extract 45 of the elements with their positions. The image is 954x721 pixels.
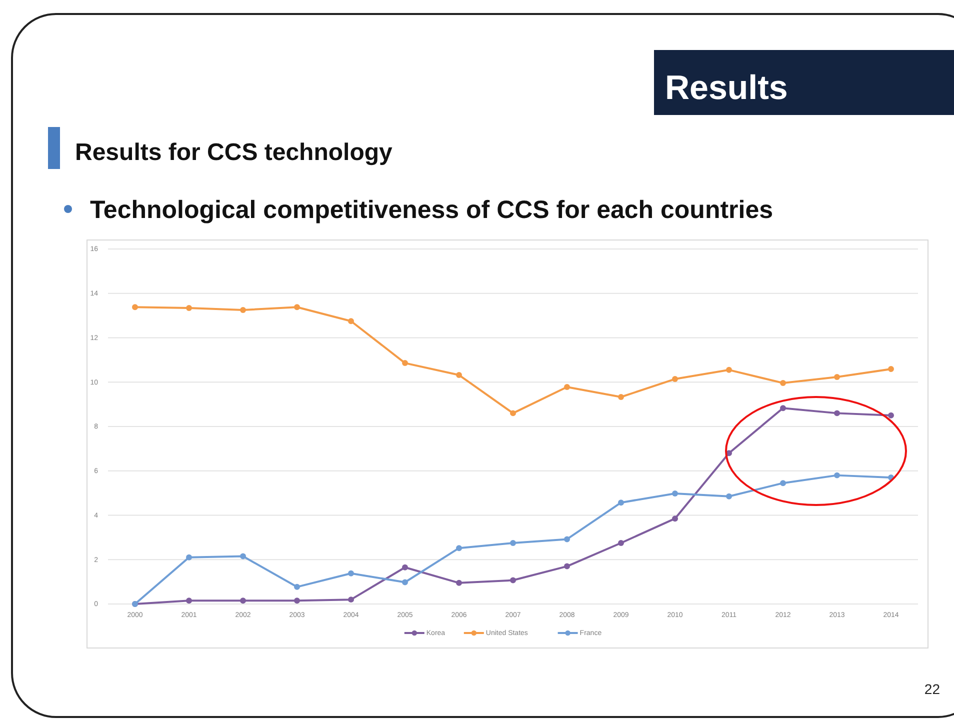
point (780, 380, 786, 386)
point (456, 580, 462, 586)
point (888, 366, 894, 372)
point (294, 598, 300, 604)
point (834, 374, 840, 380)
point (510, 577, 516, 584)
point (726, 493, 732, 500)
point (348, 596, 354, 603)
point (240, 307, 246, 313)
point (888, 412, 894, 418)
point (780, 480, 786, 486)
point (672, 376, 678, 382)
point (402, 360, 408, 366)
point (240, 553, 246, 560)
point (564, 536, 570, 542)
text: 22 (924, 681, 940, 697)
point (402, 579, 408, 586)
point (726, 366, 732, 373)
point (402, 564, 408, 570)
point (348, 318, 354, 324)
point (456, 545, 462, 552)
point (510, 410, 516, 416)
point (186, 598, 192, 604)
point (834, 410, 840, 416)
point (780, 405, 786, 412)
point (348, 570, 354, 576)
point (564, 563, 570, 570)
point (294, 304, 300, 310)
point (132, 304, 138, 310)
point (834, 472, 840, 478)
point (456, 372, 462, 378)
point (618, 500, 624, 506)
point (618, 394, 624, 400)
point (510, 540, 516, 546)
chart-subtitle: Results for CCS technology (75, 139, 394, 166)
point (240, 598, 246, 604)
point (564, 384, 570, 390)
point (618, 540, 624, 546)
chart-title: Results (665, 69, 788, 107)
point (294, 584, 300, 590)
point (186, 305, 192, 311)
point (186, 554, 192, 560)
point (672, 490, 678, 496)
text: Technological competitiveness of CCS for each countries (90, 196, 774, 224)
point (672, 516, 678, 522)
